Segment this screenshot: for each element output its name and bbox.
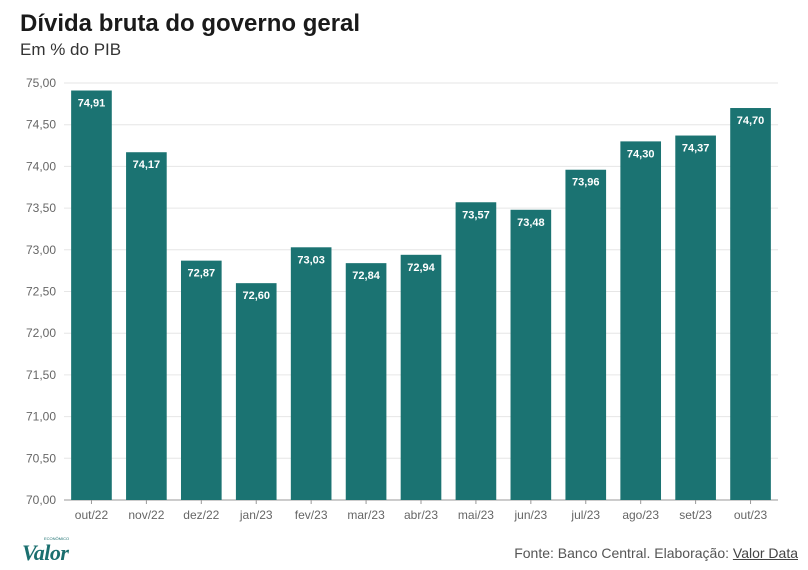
y-tick-label: 72,50: [26, 285, 56, 299]
x-tick-label: out/22: [75, 508, 109, 522]
bar-value-label: 72,84: [352, 270, 380, 282]
y-tick-label: 74,50: [26, 118, 56, 132]
x-tick-label: jan/23: [239, 508, 273, 522]
bar-value-label: 72,94: [407, 262, 435, 274]
source-link[interactable]: Valor Data: [732, 545, 798, 561]
bar-value-label: 72,60: [242, 290, 270, 302]
x-tick-label: mar/23: [347, 508, 385, 522]
bar-value-label: 72,87: [188, 268, 216, 280]
x-tick-label: fev/23: [295, 508, 328, 522]
x-tick-label: nov/22: [128, 508, 164, 522]
source-prefix: Fonte: Banco Central. Elaboração:: [514, 545, 733, 561]
bar: [565, 169, 607, 500]
bar-value-label: 74,37: [682, 143, 710, 155]
bar-value-label: 73,96: [572, 177, 600, 189]
bar: [455, 202, 497, 500]
bar-value-label: 74,70: [737, 115, 765, 127]
bar: [345, 263, 387, 500]
source-note: Fonte: Banco Central. Elaboração: Valor …: [514, 545, 798, 561]
bar: [675, 135, 716, 501]
bar: [290, 247, 332, 500]
x-tick-label: set/23: [679, 508, 712, 522]
y-tick-label: 73,00: [26, 243, 56, 257]
bar: [510, 209, 552, 500]
chart-subtitle: Em % do PIB: [20, 40, 122, 59]
bar: [400, 254, 442, 500]
valor-logo: Valor: [22, 540, 69, 565]
bar: [126, 152, 167, 501]
bar-value-label: 74,30: [627, 148, 655, 160]
bar: [620, 141, 662, 500]
y-tick-label: 70,50: [26, 451, 56, 465]
x-tick-label: dez/22: [183, 508, 219, 522]
x-tick-label: jul/23: [570, 508, 600, 522]
y-tick-label: 71,00: [26, 410, 56, 424]
bar-value-label: 74,91: [78, 98, 106, 110]
x-tick-label: abr/23: [404, 508, 438, 522]
bar-value-label: 73,48: [517, 217, 545, 229]
y-tick-label: 75,00: [26, 76, 56, 90]
x-tick-label: jun/23: [513, 508, 547, 522]
chart-title: Dívida bruta do governo geral: [20, 10, 361, 37]
y-tick-label: 74,00: [26, 159, 56, 173]
x-tick-label: mai/23: [458, 508, 494, 522]
y-tick-label: 72,00: [26, 326, 56, 340]
bar: [180, 260, 222, 500]
bar-value-label: 73,57: [462, 209, 490, 221]
y-tick-label: 73,50: [26, 201, 56, 215]
valor-logo-subtext: ECONÔMICO: [44, 536, 70, 541]
bar: [235, 283, 277, 500]
x-tick-label: ago/23: [622, 508, 659, 522]
bar-value-label: 74,17: [133, 159, 161, 171]
bar-value-label: 73,03: [297, 254, 325, 266]
y-tick-label: 70,00: [26, 493, 56, 507]
x-tick-label: out/23: [734, 508, 768, 522]
bar: [71, 90, 112, 501]
y-tick-label: 71,50: [26, 368, 56, 382]
bar: [730, 108, 771, 501]
